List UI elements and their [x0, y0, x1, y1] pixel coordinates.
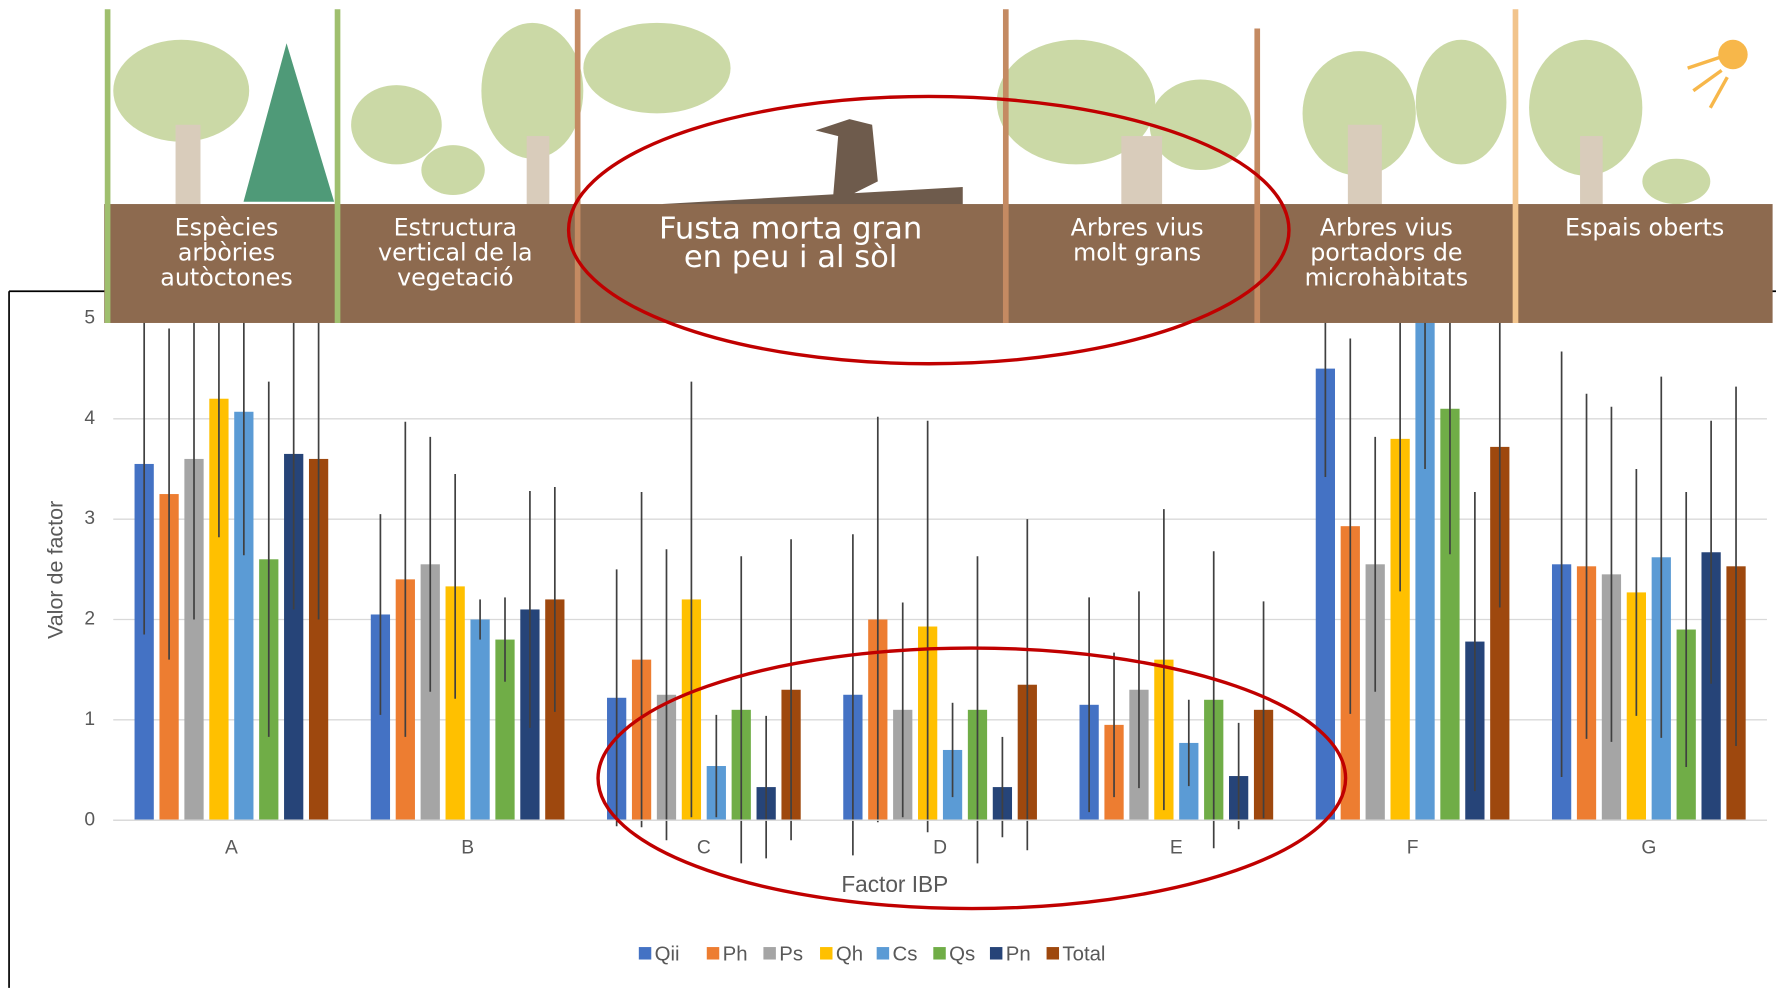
legend-swatch	[639, 947, 651, 959]
legend-swatch	[933, 947, 945, 959]
legend-swatch	[990, 947, 1002, 959]
legend-label: Pn	[1006, 943, 1031, 965]
legend-swatch	[877, 947, 889, 959]
x-tick-label: B	[461, 838, 474, 859]
bar	[470, 619, 489, 820]
banner-label: Arbres vius	[1320, 213, 1453, 241]
y-tick-label: 2	[84, 609, 95, 630]
x-axis-title: Factor IBP	[841, 871, 948, 897]
x-tick-label: A	[225, 838, 238, 859]
banner-label: molt grans	[1073, 238, 1201, 266]
banner-label: Estructura	[394, 213, 517, 241]
legend-swatch	[707, 947, 719, 959]
x-tick-label: C	[697, 838, 711, 859]
legend-label: Qs	[949, 943, 975, 965]
legend-label: Ph	[723, 943, 748, 965]
banner-label: Espècies	[175, 213, 279, 241]
y-axis-title: Valor de factor	[43, 501, 67, 639]
x-tick-label: G	[1641, 838, 1656, 859]
y-tick-label: 1	[84, 709, 95, 730]
banner-label: arbòries	[178, 238, 275, 266]
banner-label: portadors de	[1310, 238, 1462, 266]
legend-swatch	[763, 947, 775, 959]
y-tick-label: 5	[84, 308, 95, 329]
legend-swatch	[820, 947, 832, 959]
legend-label: Qii	[655, 943, 680, 965]
banner-label: en peu i al sòl	[684, 240, 898, 275]
legend-label: Qh	[836, 943, 863, 965]
banner-label: Arbres vius	[1071, 213, 1204, 241]
legend-label: Total	[1062, 943, 1105, 965]
y-tick-label: 4	[84, 408, 95, 429]
legend-label: Cs	[893, 943, 918, 965]
legend-label: Ps	[779, 943, 803, 965]
chart: Espèciesarbòriesautòctones Estructuravert…	[0, 0, 1776, 988]
banner-label: Espais oberts	[1565, 213, 1724, 241]
legend-swatch	[1047, 947, 1059, 959]
x-tick-label: E	[1170, 838, 1183, 859]
x-tick-label: F	[1407, 838, 1419, 859]
banner-label: autòctones	[160, 263, 292, 291]
x-tick-label: D	[933, 838, 947, 859]
banner-label: vertical de la	[378, 238, 533, 266]
y-tick-label: 0	[84, 809, 95, 830]
banner-label: microhàbitats	[1305, 263, 1469, 291]
y-tick-label: 3	[84, 508, 95, 529]
banner-label: vegetació	[397, 263, 513, 291]
